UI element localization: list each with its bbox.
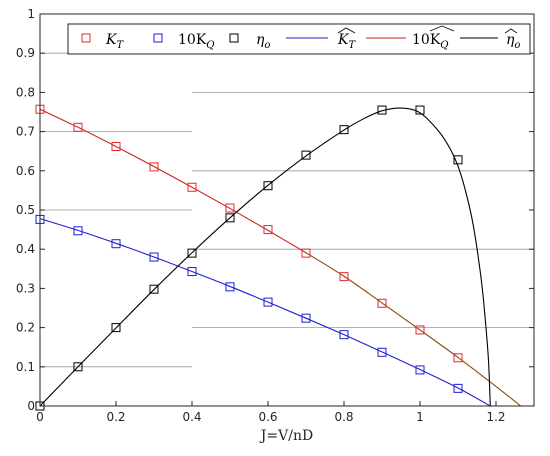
10k-q-marker [149, 252, 159, 262]
eta-o-marker [225, 213, 235, 223]
k-t-marker [73, 122, 83, 132]
10k-q-marker [263, 297, 273, 307]
y-tick-label: 0.1 [16, 360, 35, 374]
k-t-marker [377, 298, 387, 308]
marker-layer [35, 104, 463, 411]
10k-q-marker [301, 313, 311, 323]
10k-q-marker [111, 239, 121, 249]
x-tick-label: 1 [416, 410, 424, 424]
legend-hat-kt-fit [337, 27, 356, 34]
legend-box [67, 23, 531, 55]
y-tick-label: 0.4 [16, 242, 35, 256]
x-tick-label: 0.8 [334, 410, 353, 424]
y-tick-label: 0.2 [16, 321, 35, 335]
legend-marker-eta [229, 33, 239, 43]
y-tick-label: 0 [27, 399, 35, 413]
eta-o-marker [149, 284, 159, 294]
k-t-marker [453, 353, 463, 363]
y-tick-label: 0.9 [16, 46, 35, 60]
legend-label-eta: ηo [256, 32, 270, 51]
legend: KT 10KQ ηo KT 10KQ ηo [67, 23, 531, 55]
k-t-marker [415, 325, 425, 335]
x-tick-label: 1.2 [486, 410, 505, 424]
10k-q-marker [339, 330, 349, 340]
legend-hat-kq-fit [429, 25, 455, 32]
series-layer [39, 107, 522, 407]
eta-o-marker [339, 125, 349, 135]
10k-q-marker [225, 282, 235, 292]
k-t-marker [111, 141, 121, 151]
k-t-marker [263, 225, 273, 235]
eta-o-marker [453, 155, 463, 165]
legend-label-eta-fit: ηo [506, 32, 520, 51]
eta-o-marker [301, 150, 311, 160]
y-tick-label: 0.6 [16, 164, 35, 178]
eta-o-marker [187, 248, 197, 258]
eta-o-marker [415, 105, 425, 115]
k-t-marker [149, 162, 159, 172]
eta-o-marker [73, 362, 83, 372]
k-t-marker [339, 272, 349, 282]
k-t-marker [225, 203, 235, 213]
legend-label-kq-fit: 10KQ [412, 32, 448, 51]
x-tick-label: 0 [36, 410, 44, 424]
legend-label-kt-fit: KT [337, 32, 356, 51]
eta-o-marker [111, 323, 121, 333]
legend-label-kt: KT [105, 32, 124, 51]
10k-q-fit-line-overlap [305, 252, 522, 407]
legend-hat-eta-fit [504, 28, 518, 34]
y-tick-label: 0.8 [16, 85, 35, 99]
10k-q-marker [187, 267, 197, 277]
10k-q-marker [415, 365, 425, 375]
y-tick-label: 1 [27, 7, 35, 21]
legend-marker-kq [153, 33, 163, 43]
eta-o-marker [377, 105, 387, 115]
10k-q-marker [73, 226, 83, 236]
eta-o-fit-line [39, 107, 491, 407]
10k-q-fit-line [39, 108, 307, 254]
10k-q-marker [377, 347, 387, 357]
legend-label-kq: 10KQ [178, 32, 214, 51]
legend-marker-kt [81, 33, 91, 43]
axis-ticks: 0 0.2 0.4 0.6 0.8 1 1.2 0 0.1 0.2 0.3 0.4 0.5 0.6 0.7 0… [16, 7, 534, 424]
x-axis-label: J=V/nD [259, 428, 313, 444]
10k-q-marker [453, 383, 463, 393]
y-tick-label: 0.7 [16, 125, 35, 139]
x-tick-label: 0.2 [106, 410, 125, 424]
eta-o-marker [263, 181, 273, 191]
y-tick-label: 0.3 [16, 281, 35, 295]
k-t-marker [301, 248, 311, 258]
y-tick-label: 0.5 [16, 203, 35, 217]
x-tick-label: 0.4 [182, 410, 201, 424]
x-tick-label: 0.6 [258, 410, 277, 424]
k-t-fit-line [39, 218, 491, 407]
k-t-marker [187, 182, 197, 192]
